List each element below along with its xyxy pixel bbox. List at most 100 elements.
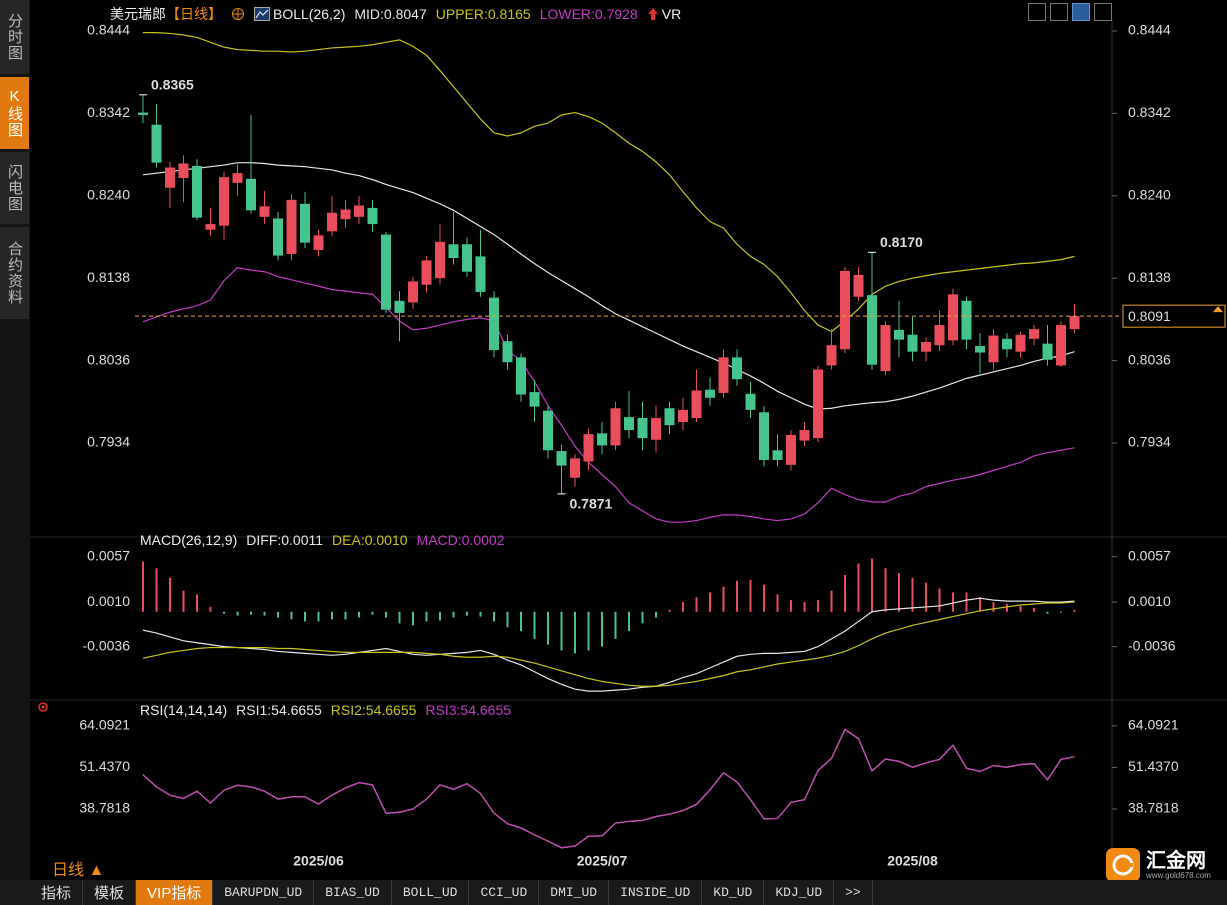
- candle-body: [732, 357, 742, 380]
- candle-body: [327, 212, 337, 232]
- legend-entry: RSI3:54.6655: [425, 702, 512, 718]
- tool-button[interactable]: [1050, 3, 1068, 21]
- candle-body: [286, 199, 297, 254]
- indicator-tab[interactable]: KD_UD: [702, 880, 765, 905]
- candle-body: [934, 325, 945, 346]
- y-tick-label-right: 0.8342: [1128, 104, 1171, 120]
- indicator-tab[interactable]: >>: [834, 880, 873, 905]
- logo-icon: [1112, 854, 1134, 876]
- y-tick-label-right: 0.8138: [1128, 269, 1171, 285]
- series-line: [142, 162, 1075, 410]
- macd-bar: [452, 611, 455, 618]
- indicator-tab[interactable]: 模板: [83, 880, 137, 905]
- candle-body: [1002, 338, 1012, 350]
- sidebar-tab[interactable]: 分时图: [0, 0, 29, 74]
- macd-header: MACD(26,12,9) DIFF:0.0011 DEA:0.0010 MAC…: [140, 532, 504, 548]
- macd-bar: [439, 611, 441, 621]
- macd-bar: [1073, 609, 1076, 612]
- macd-bar: [169, 577, 171, 612]
- candle-body: [745, 393, 756, 410]
- candle-body: [502, 341, 513, 363]
- sidebar-tab-active[interactable]: K线图: [0, 77, 29, 149]
- series-line: [142, 597, 1075, 692]
- macd-bar: [533, 611, 536, 639]
- indicator-tab[interactable]: KDJ_UD: [764, 880, 835, 905]
- indicator-icon[interactable]: [254, 7, 270, 21]
- candle-body: [192, 165, 202, 218]
- macd-bar: [1019, 605, 1022, 612]
- macd-bar: [695, 597, 698, 612]
- macd-bar: [763, 584, 765, 612]
- candle-body: [232, 173, 243, 183]
- indicator-tab[interactable]: CCI_UD: [469, 880, 540, 905]
- tool-button[interactable]: [1072, 3, 1090, 21]
- macd-bar: [938, 588, 941, 612]
- extreme-label: 0.8170: [880, 234, 923, 250]
- logo-name: 汇金网: [1146, 849, 1206, 872]
- indicator-name: RSI(14,14,14): [140, 702, 228, 718]
- y-tick-label: 0.8138: [87, 269, 130, 285]
- legend-entry: RSI1:54.6655: [236, 702, 322, 718]
- candle-body: [205, 224, 216, 230]
- macd-bar: [911, 577, 914, 612]
- y-tick-label: 0.8240: [87, 186, 130, 202]
- macd-bar: [263, 611, 266, 616]
- candle-body: [921, 342, 931, 352]
- series-line: [142, 267, 1075, 523]
- indicator-tab[interactable]: BIAS_UD: [314, 880, 392, 905]
- extreme-label: 0.8365: [151, 77, 194, 93]
- sidebar: 分时图 K线图 闪电图 合约资料: [0, 0, 30, 880]
- sidebar-tab[interactable]: 闪电图: [0, 152, 29, 224]
- macd-bar: [398, 611, 401, 624]
- candle-body: [759, 412, 769, 460]
- indicator-switch[interactable]: VR: [661, 6, 682, 22]
- sidebar-tab[interactable]: 合约资料: [0, 227, 29, 319]
- macd-bar: [884, 568, 887, 612]
- switch-icon[interactable]: [647, 7, 659, 21]
- legend-entry: MACD:0.0002: [416, 532, 505, 548]
- toolbar: [1028, 3, 1112, 21]
- symbol: 美元瑞郎: [110, 6, 166, 22]
- candle-body: [1042, 343, 1053, 360]
- indicator-tab[interactable]: BARUPDN_UD: [213, 880, 315, 905]
- candle-body: [988, 335, 999, 363]
- indicator-tab[interactable]: BOLL_UD: [392, 880, 470, 905]
- indicator-tabs: 指标 模板 VIP指标 BARUPDN_UD BIAS_UD BOLL_UD CCI_UD D…: [0, 880, 1227, 905]
- candle-body: [813, 369, 823, 439]
- candle-body: [313, 235, 324, 250]
- candle-body: [583, 434, 594, 462]
- macd-bar: [1060, 611, 1062, 613]
- candle-body: [840, 270, 850, 350]
- candle-body: [556, 451, 567, 466]
- indicator-tab[interactable]: DMI_UD: [539, 880, 610, 905]
- rsi-header: RSI(14,14,14) RSI1:54.6655 RSI2:54.6655 …: [140, 702, 511, 718]
- legend-entry: RSI2:54.6655: [330, 702, 417, 718]
- tool-button[interactable]: [1094, 3, 1112, 21]
- logo: 汇金网 www.gold678.com: [1106, 848, 1211, 882]
- macd-bar: [560, 611, 563, 651]
- candle-body: [853, 274, 864, 297]
- period-selector[interactable]: 日线 ▲: [52, 862, 105, 879]
- macd-bar: [155, 568, 158, 612]
- price-header: 美元瑞郎 【日线】 BOLL(26,2) MID:0.8047 UPPER:0.…: [110, 4, 681, 24]
- y-tick-label: 0.7934: [87, 434, 130, 450]
- candle-body: [1069, 316, 1080, 330]
- indicator-name: BOLL(26,2): [273, 6, 346, 22]
- candle-body: [948, 294, 958, 341]
- macd-bar: [412, 611, 414, 626]
- period[interactable]: 【日线】: [166, 6, 222, 22]
- indicator-tab[interactable]: INSIDE_UD: [609, 880, 703, 905]
- macd-bar: [979, 597, 981, 612]
- candle-body: [961, 300, 972, 340]
- macd-bar: [641, 611, 644, 624]
- settings-icon[interactable]: [231, 7, 245, 21]
- indicator-tab[interactable]: VIP指标: [136, 880, 214, 905]
- macd-bar: [668, 609, 671, 612]
- tool-button[interactable]: [1028, 3, 1046, 21]
- y-tick-label: 51.4370: [79, 758, 130, 774]
- macd-bar: [871, 558, 873, 612]
- candle-body: [340, 209, 351, 220]
- macd-bar: [479, 611, 482, 617]
- macd-bar: [493, 611, 495, 622]
- indicator-tab[interactable]: 指标: [30, 880, 84, 905]
